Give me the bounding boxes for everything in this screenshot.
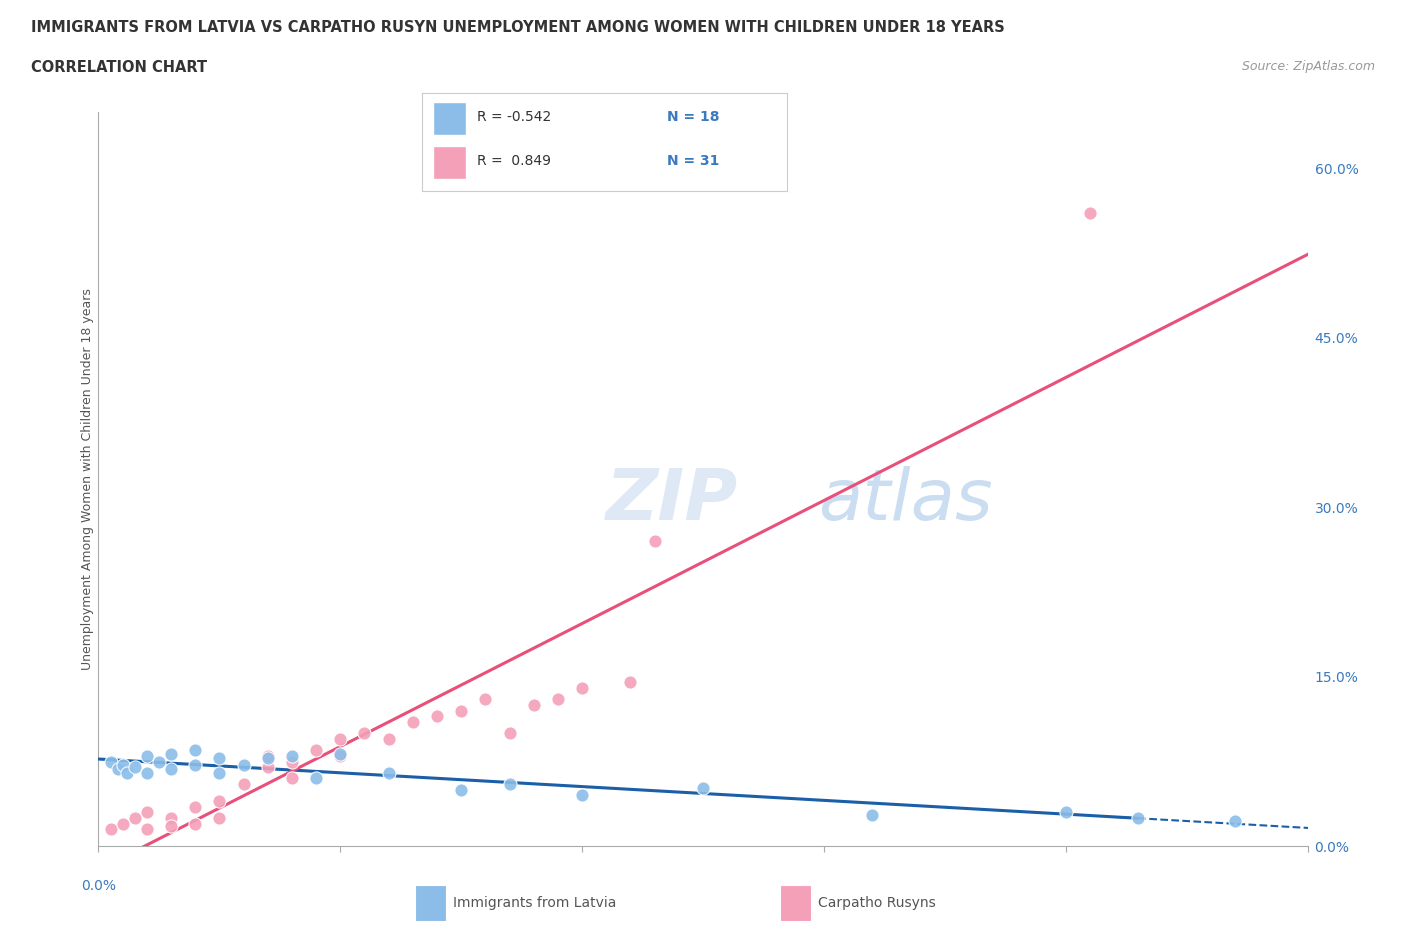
Text: Carpatho Rusyns: Carpatho Rusyns	[818, 896, 936, 910]
Point	[450, 782, 472, 797]
Point	[160, 818, 183, 833]
Point	[256, 760, 278, 775]
Point	[619, 675, 641, 690]
Text: atlas: atlas	[818, 467, 993, 536]
Point	[135, 765, 157, 780]
Point	[329, 746, 352, 761]
Point	[107, 762, 129, 777]
Point	[100, 822, 122, 837]
Point	[329, 732, 352, 747]
Text: N = 18: N = 18	[666, 111, 720, 125]
Point	[160, 762, 183, 777]
Point	[208, 811, 231, 826]
Point	[450, 703, 472, 718]
Point	[184, 757, 207, 772]
Point	[124, 760, 146, 775]
Point	[184, 817, 207, 831]
Y-axis label: Unemployment Among Women with Children Under 18 years: Unemployment Among Women with Children U…	[80, 288, 94, 670]
Text: Source: ZipAtlas.com: Source: ZipAtlas.com	[1241, 60, 1375, 73]
Point	[547, 692, 569, 707]
Point	[148, 754, 170, 769]
Point	[1054, 805, 1077, 820]
Point	[329, 749, 352, 764]
Point	[124, 811, 146, 826]
Point	[523, 698, 546, 712]
Point	[111, 817, 134, 831]
Text: R = -0.542: R = -0.542	[477, 111, 551, 125]
Point	[232, 757, 254, 772]
Point	[377, 732, 399, 747]
Point	[160, 746, 183, 761]
Point	[232, 777, 254, 791]
Point	[160, 811, 183, 826]
Point	[498, 777, 520, 791]
Point	[571, 788, 593, 803]
Point	[474, 692, 496, 707]
FancyBboxPatch shape	[433, 101, 465, 135]
Point	[111, 757, 134, 772]
Point	[692, 780, 714, 795]
Point	[256, 749, 278, 764]
Point	[135, 749, 157, 764]
Point	[281, 749, 304, 764]
Point	[377, 765, 399, 780]
Point	[100, 754, 122, 769]
Point	[281, 771, 304, 786]
Point	[117, 765, 139, 780]
Point	[208, 765, 231, 780]
Point	[135, 822, 157, 837]
Point	[305, 771, 328, 786]
Point	[135, 805, 157, 820]
Text: N = 31: N = 31	[666, 154, 718, 168]
Point	[184, 743, 207, 758]
Point	[1223, 814, 1246, 829]
Point	[256, 751, 278, 765]
Text: ZIP: ZIP	[606, 467, 738, 536]
Point	[1078, 206, 1101, 220]
Point	[353, 725, 375, 740]
Text: CORRELATION CHART: CORRELATION CHART	[31, 60, 207, 75]
Point	[184, 799, 207, 814]
Text: R =  0.849: R = 0.849	[477, 154, 551, 168]
Point	[498, 725, 520, 740]
Point	[305, 743, 328, 758]
Point	[281, 754, 304, 769]
Point	[426, 709, 449, 724]
Text: Immigrants from Latvia: Immigrants from Latvia	[453, 896, 616, 910]
Point	[1128, 811, 1150, 826]
FancyBboxPatch shape	[433, 146, 465, 179]
Text: 0.0%: 0.0%	[82, 880, 115, 894]
Point	[208, 751, 231, 765]
Point	[402, 714, 425, 729]
Text: IMMIGRANTS FROM LATVIA VS CARPATHO RUSYN UNEMPLOYMENT AMONG WOMEN WITH CHILDREN : IMMIGRANTS FROM LATVIA VS CARPATHO RUSYN…	[31, 20, 1005, 35]
Point	[644, 534, 666, 549]
Point	[860, 807, 883, 822]
Point	[208, 793, 231, 808]
Point	[571, 681, 593, 696]
